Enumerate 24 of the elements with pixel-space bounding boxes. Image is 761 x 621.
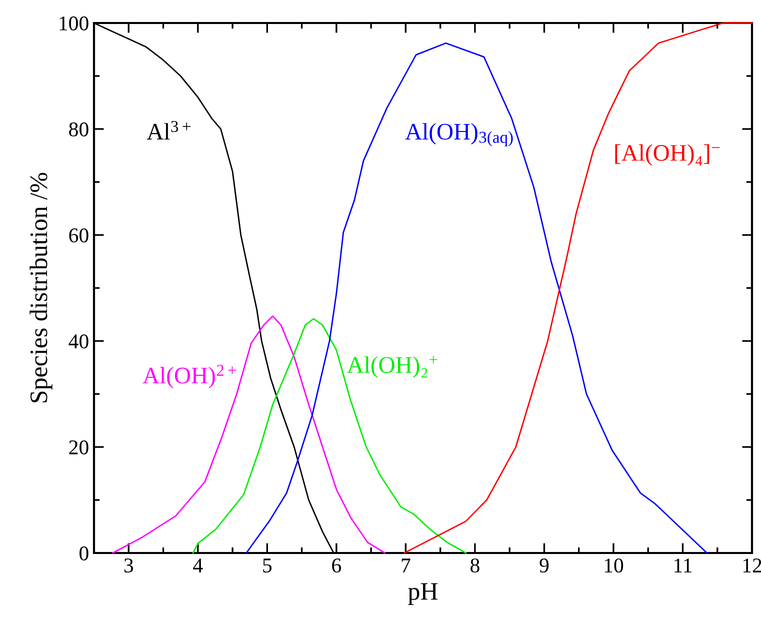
y-axis-title: Species distribution /%: [30, 172, 52, 402]
x-tick-label: 8: [470, 558, 480, 573]
y-tick-label: 0: [80, 546, 88, 560]
x-tick-label: 9: [540, 558, 549, 573]
x-tick-label: 12: [743, 558, 761, 572]
x-tick-label: 11: [674, 558, 692, 572]
y-tick-label: 40: [68, 334, 88, 348]
series-label: [Al(OH)₄]$^{−}$: [615, 144, 720, 166]
x-tick-label: 7: [402, 558, 410, 572]
x-tick-label: 6: [332, 558, 342, 573]
y-tick-label: 60: [69, 228, 88, 242]
x-tick-label: 4: [193, 558, 203, 572]
line-series: [246, 42, 708, 554]
series-label: Al(OH)₂$^{+}$: [347, 356, 438, 378]
series-label: Al(OH)$_{3(aq)}$: [405, 123, 513, 146]
series-label: Al$^{3+}$: [146, 120, 190, 140]
y-tick-label: 20: [69, 440, 88, 454]
y-tick-label: 80: [69, 122, 88, 136]
x-tick-label: 3: [124, 558, 134, 573]
x-axis-title: pH: [408, 583, 438, 605]
x-tick-label: 10: [604, 558, 624, 573]
series-label: Al(OH)$^{2+}$: [142, 364, 236, 388]
x-tick-label: 5: [263, 558, 272, 573]
y-tick-label: 100: [60, 16, 88, 30]
